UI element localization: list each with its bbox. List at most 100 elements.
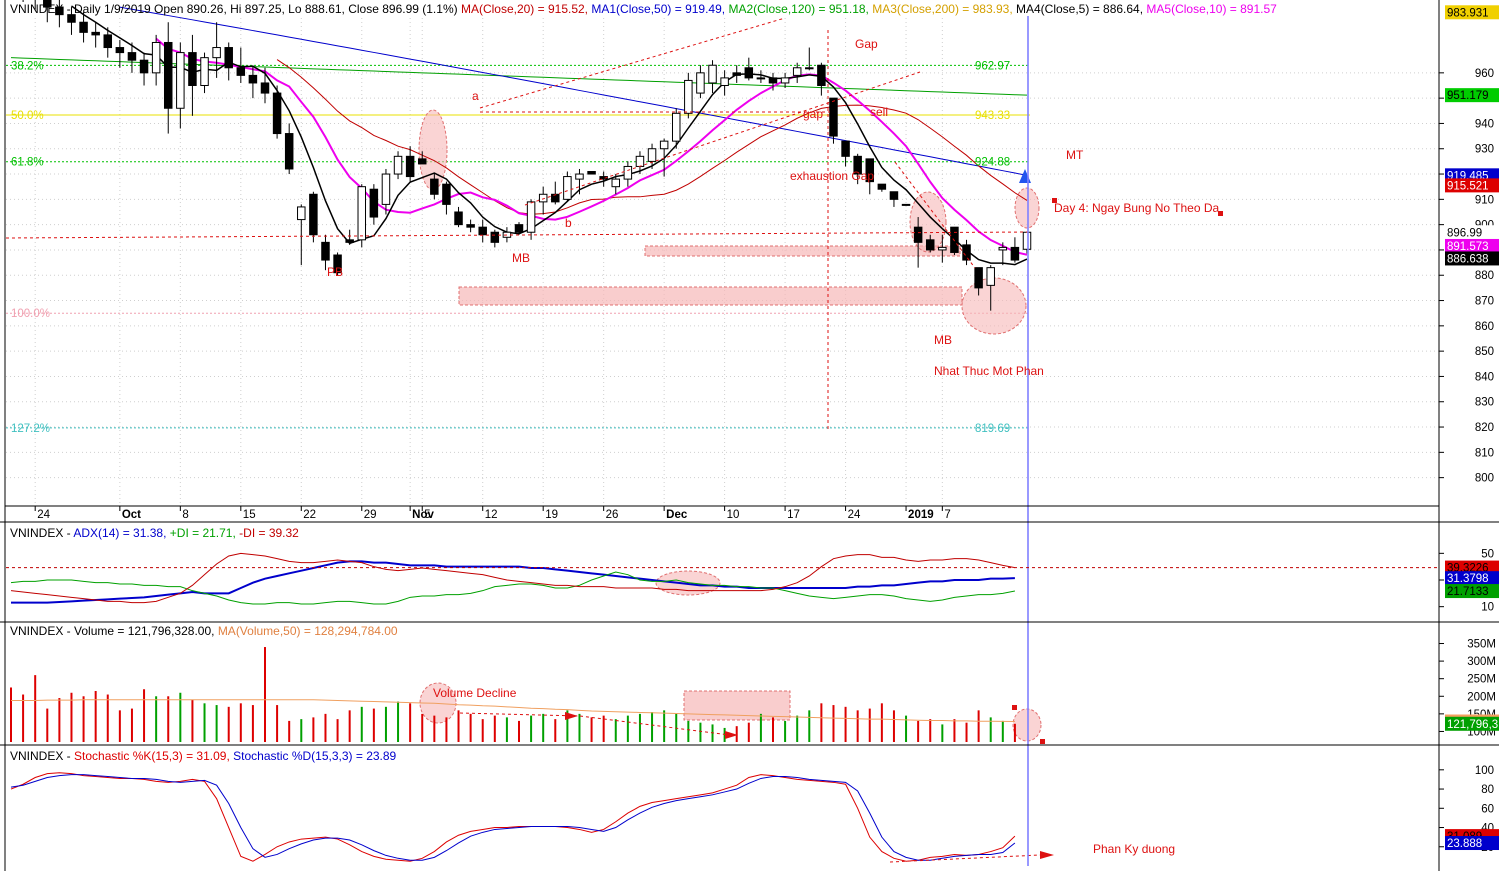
candle-down: [829, 97, 838, 137]
price-header-ma20: MA(Close,20) = 915.52,: [461, 2, 588, 16]
x-tick-label: 12: [485, 509, 498, 521]
candle-down: [417, 158, 427, 165]
annotation-exhaustion-gap: exhaustion Gap: [790, 169, 874, 183]
candle-up: [176, 52, 185, 109]
stoch-header-d: Stochastic %D(15,3,3) = 23.89: [233, 749, 396, 763]
annotation-phan-ky: Phan Ky duong: [1093, 842, 1175, 856]
candle-up: [671, 112, 681, 142]
price-tag: 891.573: [1447, 241, 1489, 253]
candle-up: [792, 67, 802, 76]
candle-up: [756, 77, 766, 80]
adx-tag-bg: [1445, 584, 1499, 599]
candle-down: [163, 41, 173, 109]
candle-down: [732, 72, 741, 76]
x-tick-label: 2019: [908, 509, 934, 521]
price-header-ma120: MA2(Close,120) = 951.18,: [728, 2, 868, 16]
candle-up: [805, 67, 814, 70]
candle-down: [514, 224, 524, 233]
candle-down: [950, 226, 959, 253]
price-tag: 886.638: [1447, 253, 1489, 265]
candle-up: [575, 173, 584, 180]
fib-level-value: 924.88: [975, 157, 1010, 169]
highlight-ellipse: [961, 277, 1027, 335]
dashed-trendline: [5, 231, 1029, 239]
ma5-line: [71, 5, 1028, 266]
price-header-ma10: MA5(Close,10) = 891.57: [1146, 2, 1277, 16]
price-tag-bg: [1445, 238, 1499, 253]
adx-tick-label: 10: [1481, 602, 1494, 614]
arrow-head: [1019, 169, 1031, 183]
dashed-trendline: [579, 715, 731, 736]
candle-down: [345, 239, 354, 243]
support-zone-upper: [644, 245, 961, 257]
x-tick-label: 5: [424, 509, 430, 521]
annotation-marker: [1012, 705, 1017, 710]
series-layer: [10, 0, 1032, 862]
x-tick-label: 19: [545, 509, 558, 521]
annotation-mb-2: MB: [934, 333, 952, 347]
dashed-trendline: [479, 17, 786, 109]
annotation-marker: [1040, 739, 1045, 744]
support-zone-lower: [458, 286, 963, 306]
candle-down: [67, 14, 76, 23]
stoch-tick-label: 60: [1481, 803, 1494, 815]
price-tick-label: 800: [1475, 473, 1494, 485]
x-tick-label: 22: [303, 509, 316, 521]
adx-header-name: VNINDEX -: [10, 526, 71, 540]
price-header-ma50: MA1(Close,50) = 919.49,: [591, 2, 725, 16]
candle-down: [744, 67, 754, 79]
annotation-zones: [418, 109, 1042, 742]
price-tick-label: 850: [1475, 346, 1494, 358]
candle-down: [369, 188, 379, 218]
adx-series-line: [10, 552, 1015, 604]
fib-level-label: 100.0%: [11, 308, 50, 320]
candle-down: [103, 34, 113, 49]
dashed-trendline: [894, 161, 976, 269]
annotation-sell: sell: [870, 105, 888, 119]
dashed-trendline: [459, 712, 581, 717]
adx-tag-bg: [1445, 560, 1499, 575]
candle-down: [1010, 246, 1020, 261]
candle-up: [357, 186, 367, 241]
candle-down: [913, 226, 923, 243]
fib-level-value: 943.33: [975, 110, 1010, 122]
x-tick-label: 29: [364, 509, 377, 521]
stoch-header: VNINDEX - Stochastic %K(15,3) = 31.09, S…: [10, 749, 397, 763]
candle-down: [974, 267, 983, 289]
candle-up: [611, 178, 621, 188]
annotation-layer: 38.2% 962.97 50.0% 943.33 61.8% 924.88 100.0% 1…: [5, 16, 1439, 866]
candle-down: [478, 226, 487, 236]
candle-down: [466, 224, 475, 228]
x-tick-label: 7: [944, 509, 950, 521]
x-tick-label: 10: [727, 509, 740, 521]
candle-down: [925, 239, 935, 251]
candle-up: [151, 41, 161, 74]
annotation-volume-decline: Volume Decline: [433, 686, 517, 700]
fib-level-label: 38.2%: [11, 60, 44, 72]
volume-header-name: VNINDEX - Volume = 121,796,328.00,: [10, 624, 214, 638]
annotation-marker: [1218, 211, 1223, 216]
fib-level-label: 61.8%: [11, 157, 44, 169]
price-tag-bg: [1445, 178, 1499, 193]
candle-down: [405, 155, 415, 178]
annotation-pb: PB: [327, 265, 343, 279]
annotation-b: b: [565, 216, 572, 230]
candle-down: [865, 158, 875, 183]
candle-up: [623, 165, 633, 180]
annotation-gap-2: gap: [803, 107, 823, 121]
candle-down: [442, 183, 451, 205]
fib-level-value: 962.97: [975, 60, 1010, 72]
price-tick-label: 860: [1475, 321, 1494, 333]
candle-down: [224, 47, 233, 69]
price-tag-bg: [1445, 225, 1499, 240]
candle-down: [962, 244, 971, 261]
adx-header-adx: ADX(14) = 31.38,: [73, 526, 166, 540]
candle-down: [490, 231, 500, 243]
candle-down: [454, 211, 463, 226]
candle-down: [817, 64, 826, 86]
x-tick-label: 15: [243, 509, 256, 521]
stoch-tick-label: 80: [1481, 784, 1494, 796]
candle-up: [381, 173, 391, 205]
volume-tag: 121,796,3: [1447, 719, 1498, 731]
candle-up: [684, 79, 693, 114]
